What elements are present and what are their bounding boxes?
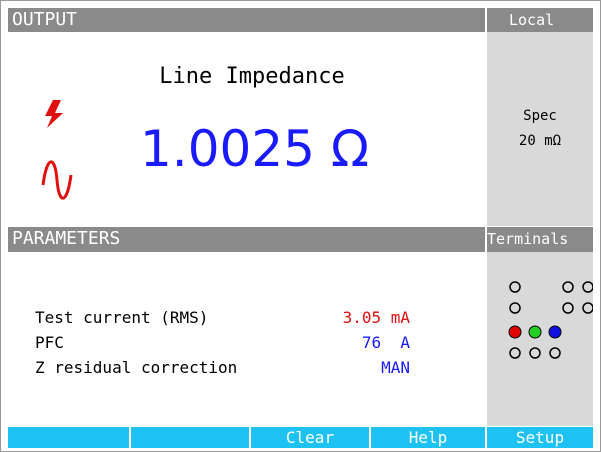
output-label: Line Impedance (159, 64, 345, 89)
local-header: Local (487, 8, 593, 32)
lightning-icon (45, 100, 63, 128)
softkey[interactable] (8, 427, 129, 448)
parameters-header: PARAMETERS (8, 227, 485, 252)
terminals-diagram (508, 281, 593, 359)
output-header: OUTPUT (8, 8, 485, 32)
param-value: 76 A (361, 333, 410, 352)
softkey[interactable]: Setup (487, 427, 593, 448)
spec-label: Spec (523, 108, 557, 124)
output-icons (41, 100, 73, 200)
param-label: Z residual correction (35, 358, 238, 377)
param-label: PFC (35, 333, 64, 352)
terminals-header: Terminals (487, 227, 593, 252)
terminals-panel (487, 252, 593, 426)
softkey[interactable] (131, 427, 249, 448)
spec-value: 20 mΩ (518, 133, 562, 149)
param-value: 3.05 mA (342, 308, 410, 327)
spec-panel (487, 32, 593, 226)
softkey[interactable]: Help (371, 427, 485, 448)
sine-icon (41, 160, 73, 200)
softkey[interactable]: Clear (251, 427, 369, 448)
param-label: Test current (RMS) (35, 308, 209, 327)
output-value: 1.0025 Ω (140, 120, 370, 178)
param-value: MAN (381, 358, 410, 377)
